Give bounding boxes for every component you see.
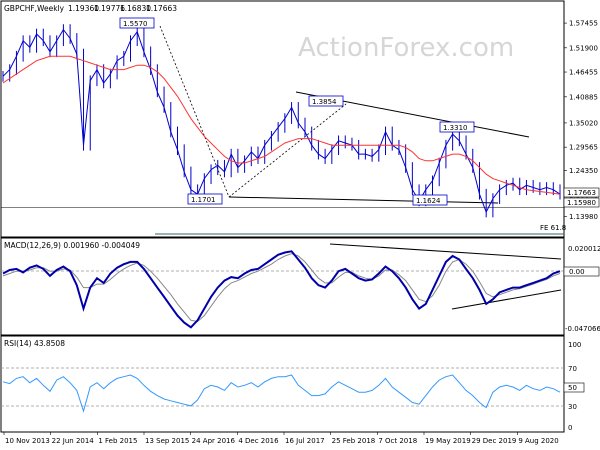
- annotation-text: 1.5570: [123, 20, 148, 28]
- price-pane: [0, 0, 565, 238]
- macd-signal-series: [2, 253, 561, 323]
- watermark: ActionForex.com: [298, 33, 514, 63]
- x-tick-label: 9 Aug 2020: [518, 437, 558, 445]
- ma-line: [2, 55, 561, 195]
- macd-axis-bottom: -0.047066: [565, 325, 600, 333]
- price-tick-label: 1.51900: [569, 44, 598, 52]
- rsi-line: [2, 374, 561, 413]
- x-tick-label: 13 Sep 2015: [145, 437, 189, 445]
- x-tick-label: 7 Oct 2018: [378, 437, 417, 445]
- price-tick-label: 1.57455: [569, 20, 598, 28]
- rising-dotted-line: [228, 103, 347, 198]
- annotation-1-1701: 1.1701: [187, 193, 223, 205]
- x-tick-label: 24 Apr 2016: [192, 437, 236, 445]
- price-tick-label: 1.35020: [569, 119, 598, 127]
- macd-title: MACD(12,26,9) 0.001960 -0.004049: [4, 241, 140, 250]
- price-tick-label: 1.46455: [569, 69, 598, 77]
- x-tick-label: 29 Dec 2019: [472, 437, 517, 445]
- x-tick-label: 16 Jul 2017: [285, 437, 325, 445]
- annotation-text: 1.3310: [443, 124, 468, 132]
- price-tick-label: 1.40885: [569, 93, 598, 101]
- rsi-title: RSI(14) 43.8508: [4, 339, 65, 348]
- x-tick-label: 19 May 2019: [425, 437, 471, 445]
- fe-label: FE 61.8: [540, 224, 566, 232]
- rsi-axis-70: 70: [568, 365, 577, 373]
- x-tick-label: 10 Nov 2013: [5, 437, 50, 445]
- annotation-1-1624: 1.1624: [412, 194, 448, 206]
- x-axis: 10 Nov 2013 22 Jun 2014 1 Feb 2015 13 Sep 2…: [3, 432, 559, 445]
- price-line: [2, 28, 561, 214]
- annotation-text: 1.1624: [416, 197, 441, 205]
- annotation-1-3310: 1.3310: [439, 121, 475, 133]
- price-series: [2, 24, 561, 218]
- x-tick-label: 25 Feb 2018: [332, 437, 376, 445]
- rsi-50-text: 50: [568, 384, 577, 392]
- macd-axis-top: 0.020012: [568, 245, 600, 253]
- ohlc-low: 1.16830: [120, 4, 151, 13]
- x-tick-label: 1 Feb 2015: [98, 437, 137, 445]
- macd-line: [2, 250, 561, 329]
- support-line-1: [228, 196, 499, 204]
- current-price-text: 1.17663: [567, 189, 596, 197]
- rsi-series: [2, 374, 561, 413]
- rsi-50-tag: 50: [563, 382, 585, 393]
- price-tick-label: 1.24350: [569, 167, 598, 175]
- macd-signal-line: [2, 253, 561, 323]
- annotation-text: 1.1701: [191, 196, 216, 204]
- rsi-axis-100: 100: [568, 341, 581, 349]
- macd-upper-trendline: [329, 243, 562, 260]
- ohlc-open: 1.19360: [68, 4, 99, 13]
- support-text: 1.15980: [567, 199, 596, 207]
- macd-lower-trendline: [451, 289, 562, 310]
- annotation-1-5570: 1.5570: [119, 17, 155, 29]
- support-tag: 1.15980: [563, 197, 600, 208]
- x-tick-label: 4 Dec 2016: [238, 437, 279, 445]
- annotation-1-3854: 1.3854: [308, 95, 344, 107]
- annotation-text: 1.3854: [312, 98, 337, 106]
- macd-series: [2, 250, 561, 329]
- macd-zero-tag: 0.00: [563, 266, 600, 277]
- price-tick-label: 1.29565: [569, 144, 598, 152]
- moving-average: [2, 55, 561, 195]
- rsi-pane: [0, 335, 565, 433]
- ohlc-close: 1.17663: [146, 4, 177, 13]
- price-tick-label: 1.13980: [569, 213, 598, 221]
- current-price-tag: 1.17663: [563, 187, 600, 198]
- x-tick-label: 22 Jun 2014: [52, 437, 95, 445]
- macd-zero-text: 0.00: [569, 268, 585, 276]
- rsi-axis-30: 30: [568, 403, 577, 411]
- rsi-axis-0: 0: [568, 424, 572, 432]
- chart-title: GBPCHF,Weekly: [4, 4, 65, 13]
- ohlc-high: 1.19776: [94, 4, 125, 13]
